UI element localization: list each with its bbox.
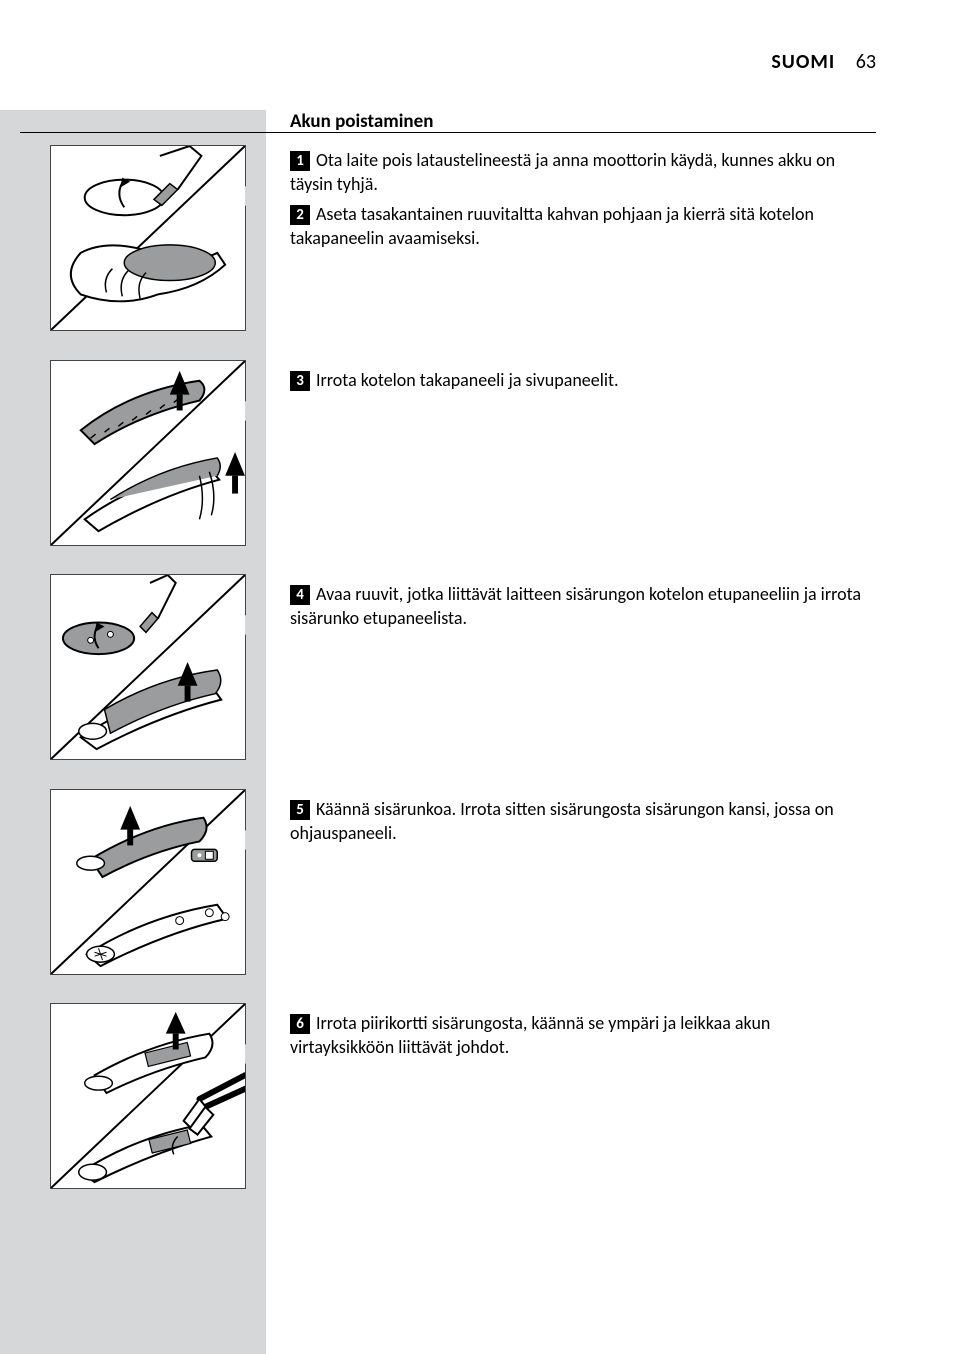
illustration-step-5 <box>50 789 246 975</box>
illustration-step-4 <box>50 574 246 760</box>
illustration-step-3 <box>50 360 246 546</box>
step-text: Avaa ruuvit, jotka liittävät laitteen si… <box>290 583 861 629</box>
heading-rule <box>20 132 876 133</box>
step-3: 3 Irrota kotelon takapaneeli ja sivupanee… <box>290 368 876 392</box>
page-header: SUOMI 63 <box>771 50 876 74</box>
step-5: 5Käännä sisärunkoa. Irrota sitten sisäru… <box>290 797 876 846</box>
step-2: 2Aseta tasakantainen ruuvitaltta kahvan … <box>290 202 876 251</box>
step-number: 3 <box>290 371 310 391</box>
step-4: 4Avaa ruuvit, jotka liittävät laitteen s… <box>290 582 876 631</box>
step-number: 6 <box>290 1014 310 1034</box>
step-text: Irrota piirikortti sisärungosta, käännä … <box>290 1012 770 1058</box>
header-language: SUOMI <box>771 50 835 74</box>
step-number: 4 <box>290 585 310 605</box>
step-text: Aseta tasakantainen ruuvitaltta kahvan p… <box>290 203 814 249</box>
step-1: 1Ota laite pois lataustelineestä ja anna… <box>290 148 876 197</box>
step-6: 6Irrota piirikortti sisärungosta, käännä… <box>290 1011 876 1060</box>
step-number: 2 <box>290 205 310 225</box>
step-text: Ota laite pois lataustelineestä ja anna … <box>290 149 835 195</box>
step-text: Käännä sisärunkoa. Irrota sitten sisärun… <box>290 798 834 844</box>
header-page-number: 63 <box>856 50 876 74</box>
step-text: Irrota kotelon takapaneeli ja sivupaneel… <box>316 369 619 391</box>
step-number: 1 <box>290 151 310 171</box>
step-number: 5 <box>290 800 310 820</box>
illustration-step-1-2 <box>50 145 246 331</box>
section-heading: Akun poistaminen <box>290 110 433 139</box>
illustration-step-6 <box>50 1003 246 1189</box>
